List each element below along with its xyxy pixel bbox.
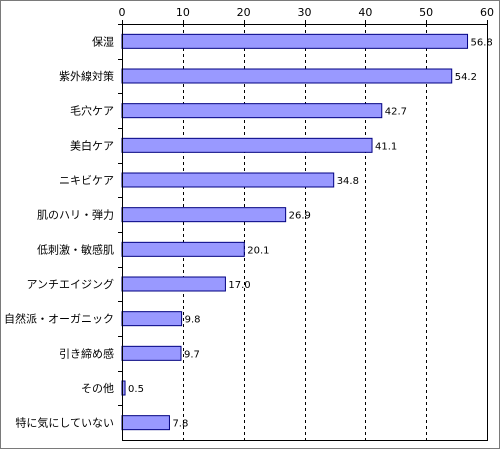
bar (121, 33, 469, 49)
bar (121, 415, 170, 431)
x-tick-label: 0 (119, 6, 126, 19)
category-label: 肌のハリ・弾力 (37, 209, 114, 222)
bars (121, 33, 469, 431)
x-tick-label: 20 (237, 6, 251, 19)
value-label: 17.0 (228, 280, 250, 291)
grid-lines (183, 24, 427, 440)
bar (121, 207, 287, 223)
x-tick-label: 60 (480, 6, 494, 19)
x-tick-label: 10 (176, 6, 190, 19)
category-label: 低刺激・敏感肌 (37, 242, 114, 256)
bar (121, 137, 373, 153)
value-label: 26.9 (289, 211, 311, 222)
category-label: 紫外線対策 (59, 69, 114, 83)
category-label: 保湿 (92, 34, 114, 48)
bar (121, 103, 383, 119)
value-label: 41.1 (375, 141, 397, 152)
bar (121, 345, 182, 361)
x-tick-labels: 0 10 20 30 40 50 60 (119, 6, 495, 19)
bar (121, 241, 245, 257)
value-labels: 56.8 54.2 42.7 41.1 34.8 26.9 20.1 17.0 9.8 9.7 0.… (128, 37, 493, 429)
category-label: 美白ケア (70, 138, 114, 152)
category-label: 引き締め感 (59, 346, 114, 360)
value-label: 20.1 (247, 245, 269, 256)
value-label: 9.8 (185, 315, 201, 326)
value-label: 34.8 (337, 176, 359, 187)
category-label: 自然派・オーガニック (4, 312, 114, 326)
value-label: 7.8 (172, 419, 188, 430)
plot-border (122, 24, 488, 441)
x-tick-label: 50 (419, 6, 433, 19)
value-label: 42.7 (385, 107, 407, 118)
value-label: 56.8 (471, 37, 493, 48)
plot-frame (118, 20, 488, 441)
bar (121, 311, 183, 327)
category-label: 特に気にしていない (15, 416, 114, 430)
value-label: 9.7 (184, 349, 200, 360)
category-label: ニキビケア (59, 174, 114, 187)
value-label: 54.2 (455, 72, 477, 83)
x-tick-label: 40 (358, 6, 372, 19)
category-label: アンチエイジング (26, 277, 114, 291)
category-labels: 保湿紫外線対策毛穴ケア美白ケアニキビケア肌のハリ・弾力低刺激・敏感肌アンチエイジ… (4, 34, 114, 429)
value-label: 0.5 (128, 384, 144, 395)
bar (121, 68, 453, 84)
category-label: 毛穴ケア (70, 104, 114, 118)
bar (121, 276, 226, 292)
bar (121, 172, 335, 188)
x-tick-label: 30 (298, 6, 312, 19)
category-label: その他 (81, 382, 114, 395)
